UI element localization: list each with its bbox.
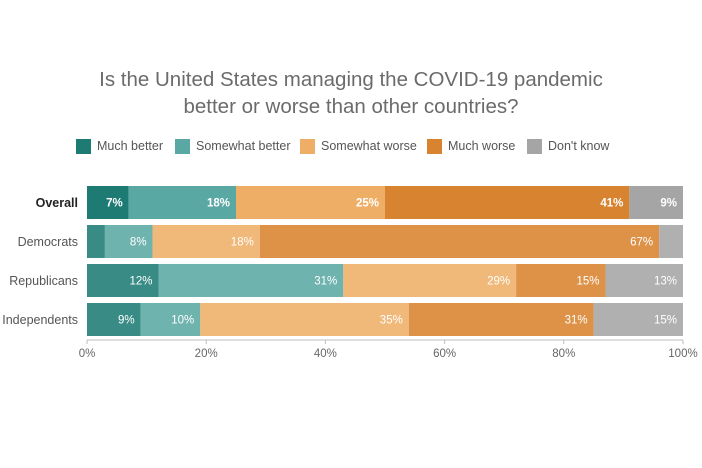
legend-label-much-worse: Much worse bbox=[448, 139, 516, 153]
x-tick-label-60: 60% bbox=[433, 348, 456, 360]
data-label-independents-much-worse: 31% bbox=[565, 315, 588, 327]
bar-independents-much-better bbox=[87, 303, 141, 336]
data-label-republicans-much-worse: 15% bbox=[576, 276, 599, 288]
chart-title-line-2: better or worse than other countries? bbox=[183, 95, 519, 118]
data-label-independents-somewhat-worse: 35% bbox=[380, 315, 403, 327]
data-label-democrats-somewhat-worse: 18% bbox=[231, 237, 254, 249]
legend-item-somewhat-worse: Somewhat worse bbox=[300, 137, 417, 155]
x-tick-label-100: 100% bbox=[668, 348, 697, 360]
bar-democrats-don-t-know bbox=[659, 225, 683, 258]
bar-independents-much-worse bbox=[408, 303, 594, 336]
legend-swatch-somewhat-worse bbox=[300, 138, 315, 154]
bar-overall-somewhat-better bbox=[128, 186, 236, 219]
bar-overall-much-worse bbox=[385, 186, 630, 219]
bar-republicans-much-better bbox=[87, 264, 159, 297]
data-label-republicans-somewhat-better: 31% bbox=[314, 276, 337, 288]
chart-legend: Much better Somewhat better Somewhat wor… bbox=[0, 137, 702, 155]
data-label-democrats-somewhat-better: 8% bbox=[130, 237, 147, 249]
data-label-overall-somewhat-better: 18% bbox=[207, 198, 230, 210]
legend-label-somewhat-better: Somewhat better bbox=[196, 139, 291, 153]
legend-swatch-dont-know bbox=[527, 138, 542, 154]
data-label-overall-much-better: 7% bbox=[106, 198, 123, 210]
bar-democrats-somewhat-better bbox=[104, 225, 153, 258]
bar-independents-somewhat-worse bbox=[200, 303, 409, 336]
bar-overall-don-t-know bbox=[629, 186, 683, 219]
legend-label-dont-know: Don't know bbox=[548, 139, 610, 153]
legend-item-much-worse: Much worse bbox=[427, 137, 515, 155]
category-label-republicans: Republicans bbox=[9, 274, 78, 288]
data-label-independents-don-t-know: 15% bbox=[654, 315, 677, 327]
legend-item-dont-know: Don't know bbox=[527, 137, 609, 155]
chart-title-line-1: Is the United States managing the COVID-… bbox=[99, 68, 603, 91]
x-tick-label-40: 40% bbox=[314, 348, 337, 360]
bar-democrats-much-better bbox=[87, 225, 105, 258]
legend-swatch-much-worse bbox=[427, 138, 442, 154]
legend-item-somewhat-better: Somewhat better bbox=[175, 137, 291, 155]
bar-overall-much-better bbox=[87, 186, 129, 219]
data-label-republicans-don-t-know: 13% bbox=[654, 276, 677, 288]
legend-label-somewhat-worse: Somewhat worse bbox=[321, 139, 417, 153]
legend-label-much-better: Much better bbox=[97, 139, 164, 153]
data-label-independents-much-better: 9% bbox=[118, 315, 135, 327]
bar-democrats-much-worse bbox=[259, 225, 660, 258]
x-tick-label-0: 0% bbox=[79, 348, 96, 360]
chart-title: Is the United States managing the COVID-… bbox=[0, 66, 702, 120]
category-label-independents: Independents bbox=[2, 313, 78, 327]
bar-independents-don-t-know bbox=[593, 303, 683, 336]
bar-democrats-somewhat-worse bbox=[152, 225, 260, 258]
data-label-republicans-much-better: 12% bbox=[129, 276, 152, 288]
data-label-republicans-somewhat-worse: 29% bbox=[487, 276, 510, 288]
legend-item-much-better: Much better bbox=[76, 137, 163, 155]
data-label-overall-don-t-know: 9% bbox=[660, 198, 677, 210]
legend-swatch-somewhat-better bbox=[175, 138, 190, 154]
data-label-independents-somewhat-better: 10% bbox=[171, 315, 194, 327]
bar-republicans-somewhat-worse bbox=[343, 264, 517, 297]
data-label-overall-somewhat-worse: 25% bbox=[356, 198, 379, 210]
legend-swatch-much-better bbox=[76, 138, 91, 154]
bar-republicans-don-t-know bbox=[605, 264, 683, 297]
category-label-overall: Overall bbox=[36, 196, 78, 210]
bar-overall-somewhat-worse bbox=[236, 186, 385, 219]
category-label-democrats: Democrats bbox=[18, 235, 78, 249]
bar-independents-somewhat-better bbox=[140, 303, 201, 336]
x-tick-label-80: 80% bbox=[552, 348, 575, 360]
data-label-overall-much-worse: 41% bbox=[600, 198, 623, 210]
x-tick-label-20: 20% bbox=[195, 348, 218, 360]
bar-republicans-much-worse bbox=[516, 264, 606, 297]
data-label-democrats-much-worse: 67% bbox=[630, 237, 653, 249]
bar-republicans-somewhat-better bbox=[158, 264, 344, 297]
